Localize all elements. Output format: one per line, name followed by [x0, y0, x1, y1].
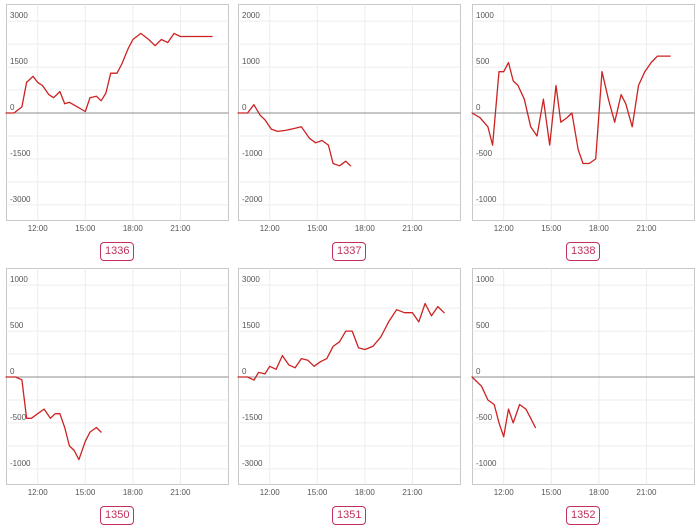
chart-panel-1336: 3000 1500 0 -1500 -3000 12:00 15:00 18:00 21:00 1… [5, 4, 229, 264]
y-tick-label: -500 [476, 149, 493, 158]
y-tick-label: 2000 [242, 11, 260, 20]
x-tick-label: 12:00 [28, 488, 49, 497]
x-tick-label: 18:00 [123, 488, 144, 497]
y-tick-label: 3000 [242, 275, 260, 284]
x-tick-label: 12:00 [260, 488, 281, 497]
y-tick-label: 1000 [242, 57, 260, 66]
x-tick-label: 21:00 [402, 488, 423, 497]
chart-svg: 1000 500 0 -500 -1000 12:00 15:00 18:00 21:00 [471, 4, 695, 233]
x-tick-label: 15:00 [307, 224, 328, 233]
x-tick-label: 12:00 [260, 224, 281, 233]
y-tick-label: -500 [10, 413, 27, 422]
y-tick-label: 0 [10, 103, 15, 112]
y-tick-label: 1500 [242, 321, 260, 330]
x-tick-label: 15:00 [541, 224, 562, 233]
chart-svg: 3000 1500 0 -1500 -3000 12:00 15:00 18:00 21:00 [237, 268, 461, 497]
series-line [471, 55, 671, 165]
chart-panel-1350: 1000 500 0 -500 -1000 12:00 15:00 18:00 21:00 135… [5, 268, 229, 528]
y-tick-label: -1500 [242, 413, 263, 422]
chart-panel-1338: 1000 500 0 -500 -1000 12:00 15:00 18:00 21:00 133… [471, 4, 695, 264]
x-tick-label: 12:00 [494, 224, 515, 233]
panel-label: 1351 [332, 506, 367, 525]
y-tick-label: -1500 [10, 149, 31, 158]
y-tick-label: 0 [476, 367, 481, 376]
x-tick-label: 21:00 [170, 224, 191, 233]
y-tick-label: 1500 [10, 57, 28, 66]
x-tick-label: 21:00 [170, 488, 191, 497]
series-line [5, 376, 102, 461]
y-tick-label: 0 [476, 103, 481, 112]
y-tick-label: 500 [10, 321, 24, 330]
x-tick-label: 18:00 [355, 224, 376, 233]
y-tick-label: 3000 [10, 11, 28, 20]
chart-panel-1352: 1000 500 0 -500 -1000 12:00 15:00 18:00 21:00 135… [471, 268, 695, 528]
x-tick-label: 15:00 [75, 224, 96, 233]
panel-label: 1336 [100, 242, 135, 261]
x-tick-label: 15:00 [541, 488, 562, 497]
chart-svg: 1000 500 0 -500 -1000 12:00 15:00 18:00 21:00 [5, 268, 229, 497]
x-tick-label: 18:00 [123, 224, 144, 233]
y-tick-label: -1000 [476, 459, 497, 468]
chart-svg: 2000 1000 0 -1000 -2000 12:00 15:00 18:00 21:00 [237, 4, 461, 233]
y-tick-label: 0 [242, 103, 247, 112]
panel-label: 1350 [100, 506, 135, 525]
x-tick-label: 18:00 [589, 224, 610, 233]
chart-svg: 1000 500 0 -500 -1000 12:00 15:00 18:00 21:00 [471, 268, 695, 497]
x-tick-label: 12:00 [28, 224, 49, 233]
x-tick-label: 12:00 [494, 488, 515, 497]
panel-label: 1352 [566, 506, 601, 525]
series-line [237, 302, 445, 381]
x-tick-label: 21:00 [636, 488, 657, 497]
x-tick-label: 21:00 [402, 224, 423, 233]
y-tick-label: 500 [476, 321, 490, 330]
panel-label: 1338 [566, 242, 601, 261]
x-tick-label: 18:00 [589, 488, 610, 497]
y-tick-label: 1000 [10, 275, 28, 284]
x-tick-label: 15:00 [75, 488, 96, 497]
chart-panel-1351: 3000 1500 0 -1500 -3000 12:00 15:00 18:00 21:00 1… [237, 268, 461, 528]
y-tick-label: 1000 [476, 275, 494, 284]
y-tick-label: -3000 [10, 195, 31, 204]
y-tick-label: -2000 [242, 195, 263, 204]
chart-svg: 3000 1500 0 -1500 -3000 12:00 15:00 18:00 21:00 [5, 4, 229, 233]
x-tick-label: 18:00 [355, 488, 376, 497]
x-tick-label: 15:00 [307, 488, 328, 497]
y-tick-label: -1000 [10, 459, 31, 468]
series-line [471, 376, 537, 438]
series-line [5, 32, 213, 114]
y-tick-label: -500 [476, 413, 493, 422]
x-tick-label: 21:00 [636, 224, 657, 233]
y-tick-label: 1000 [476, 11, 494, 20]
y-tick-label: 0 [242, 367, 247, 376]
y-tick-label: -1000 [242, 149, 263, 158]
y-tick-label: -1000 [476, 195, 497, 204]
y-tick-label: 500 [476, 57, 490, 66]
panel-label: 1337 [332, 242, 367, 261]
series-line [237, 104, 352, 167]
y-tick-label: 0 [10, 367, 15, 376]
chart-panel-1337: 2000 1000 0 -1000 -2000 12:00 15:00 18:00 21:00 1… [237, 4, 461, 264]
y-tick-label: -3000 [242, 459, 263, 468]
